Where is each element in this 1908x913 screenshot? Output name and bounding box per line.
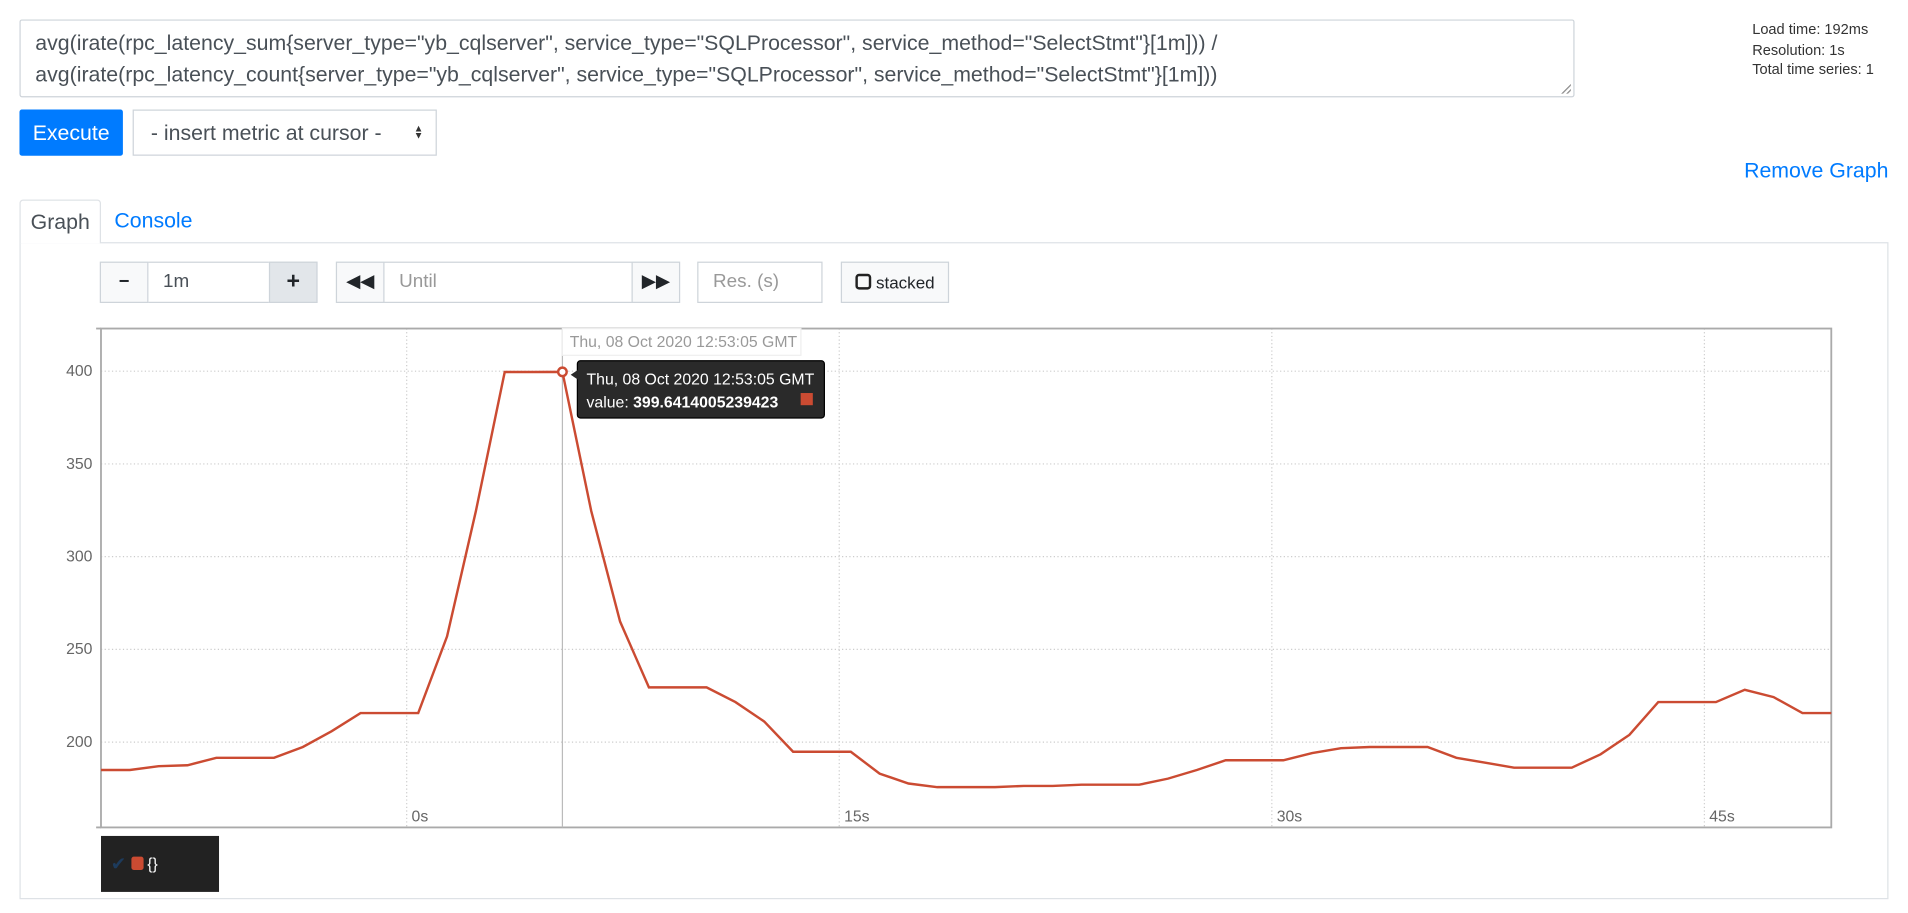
stacked-label: stacked: [875, 272, 935, 293]
tooltip-header: Thu, 08 Oct 2020 12:53:05 GMT: [586, 369, 815, 389]
series-line: [100, 370, 1832, 789]
expression-text: avg(irate(rpc_latency_sum{server_type="y…: [35, 30, 1218, 87]
tooltip: Thu, 08 Oct 2020 12:53:05 GMT value: 399…: [570, 360, 825, 419]
until-input[interactable]: Until: [384, 261, 632, 303]
time-forward-button[interactable]: ▶▶: [631, 261, 681, 303]
x-tick-label: 45s: [1709, 808, 1735, 825]
range-input[interactable]: 1m: [148, 261, 269, 303]
tab-console[interactable]: Console: [114, 208, 193, 233]
legend: ✔ {}: [100, 835, 220, 892]
y-tick-label: 400: [66, 363, 93, 380]
total-time-series: Total time series: 1: [1752, 60, 1874, 78]
hover-point: [556, 366, 568, 378]
remove-graph-link[interactable]: Remove Graph: [1744, 158, 1889, 183]
double-left-icon: ◀◀: [346, 271, 375, 293]
y-tick-label: 300: [66, 549, 93, 566]
series-swatch: [800, 393, 813, 406]
stacked-toggle[interactable]: stacked: [840, 261, 950, 303]
load-time: Load time: 192ms: [1752, 20, 1869, 38]
checkbox-icon: [855, 273, 872, 290]
x-tick-label: 15s: [844, 808, 870, 825]
expression-input[interactable]: avg(irate(rpc_latency_sum{server_type="y…: [19, 19, 1575, 98]
legend-check-icon[interactable]: ✔: [110, 854, 127, 875]
range-decrease-button[interactable]: −: [99, 261, 149, 303]
legend-label[interactable]: {}: [147, 854, 158, 873]
x-tick-label: 30s: [1277, 808, 1303, 825]
query-stats: Load time: 192ms Resolution: 1s Total ti…: [1752, 19, 1874, 79]
double-right-icon: ▶▶: [641, 271, 670, 293]
resolution-input[interactable]: Res. (s): [697, 261, 823, 303]
range-increase-button[interactable]: +: [268, 261, 318, 303]
tab-graph[interactable]: Graph: [19, 199, 101, 244]
execute-button[interactable]: Execute: [19, 109, 123, 156]
tooltip-value: 399.6414005239423: [633, 393, 779, 412]
y-tick-label: 200: [66, 734, 93, 751]
insert-metric-select[interactable]: - insert metric at cursor - ▲ ▼: [132, 109, 437, 156]
insert-metric-label: - insert metric at cursor -: [150, 120, 382, 145]
tooltip-value-label: value:: [586, 393, 634, 412]
resize-handle[interactable]: [1561, 83, 1571, 94]
y-tick-label: 350: [66, 456, 93, 473]
legend-swatch: [131, 856, 144, 871]
select-arrows-icon: ▲ ▼: [413, 122, 424, 142]
time-back-button[interactable]: ◀◀: [335, 261, 385, 303]
hover-time-label: Thu, 08 Oct 2020 12:53:05 GMT: [570, 334, 798, 351]
resolution: Resolution: 1s: [1752, 40, 1845, 58]
hover-label-box: [561, 327, 802, 356]
x-tick-label: 0s: [412, 808, 429, 825]
graph-panel: [19, 242, 1889, 900]
plot-border: [100, 327, 1833, 829]
y-tick-label: 250: [66, 641, 93, 658]
